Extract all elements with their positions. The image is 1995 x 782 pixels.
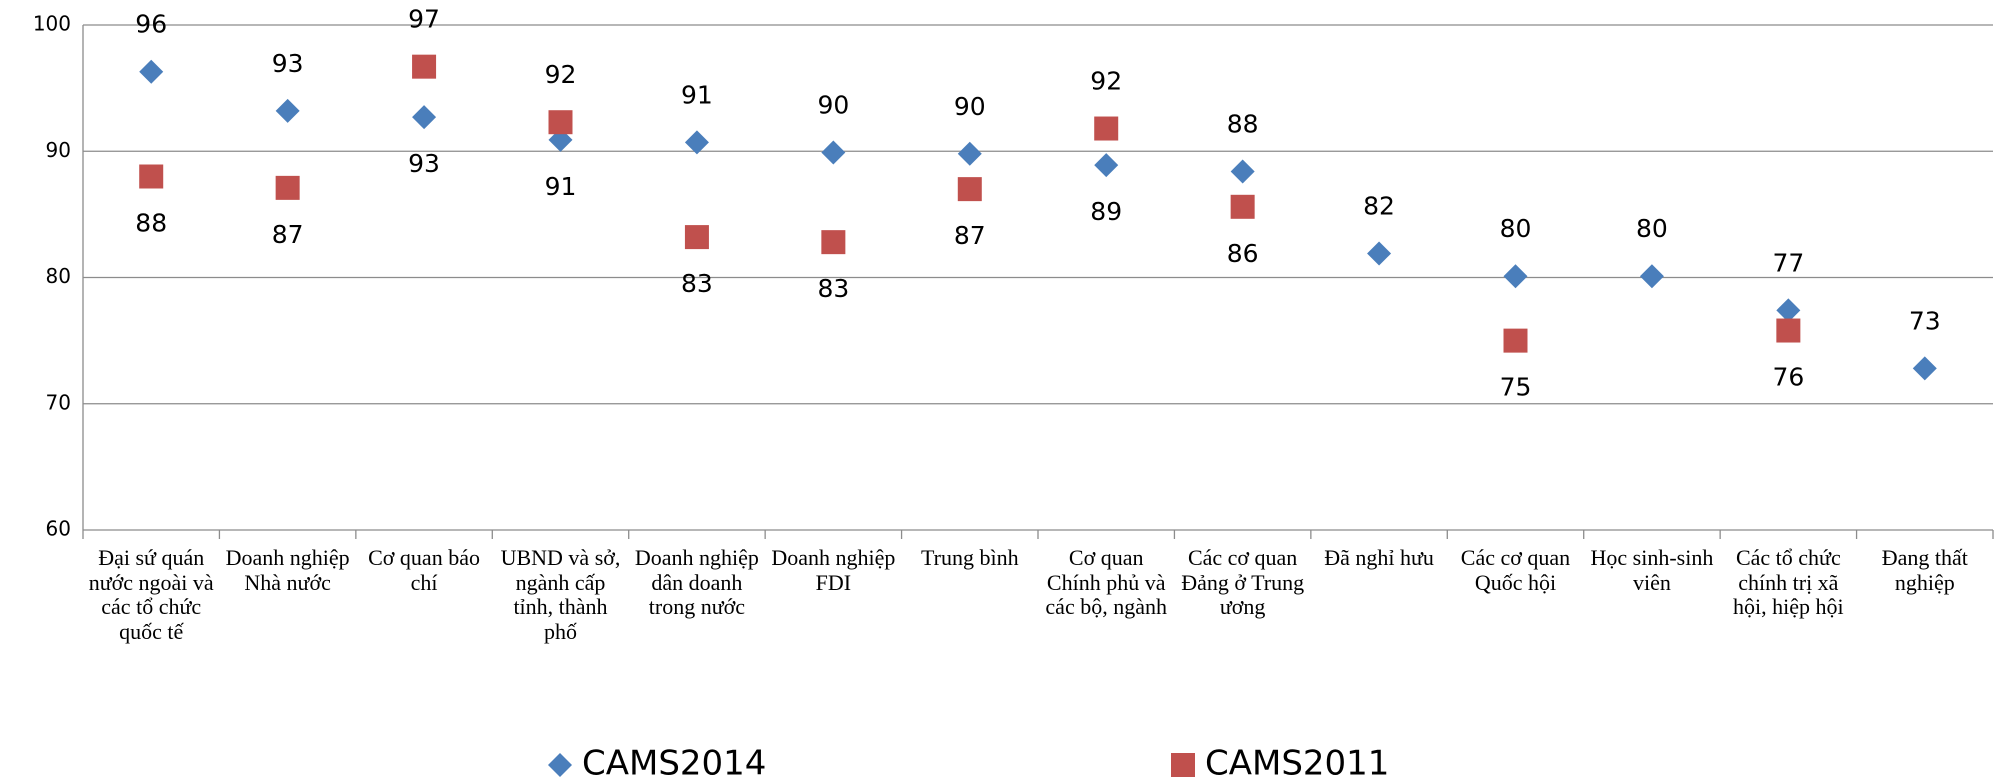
y-tick-label: 100 [33, 12, 71, 36]
data-label: 86 [1227, 239, 1259, 268]
y-tick-label: 80 [46, 264, 71, 288]
data-label: 90 [954, 92, 986, 121]
x-tick-label: Trung bình [920, 545, 1019, 570]
legend-label: CAMS2011 [1205, 744, 1389, 782]
data-point [1776, 318, 1801, 343]
y-tick-label: 60 [46, 517, 71, 541]
data-label: 92 [1090, 67, 1122, 96]
legend-marker [548, 753, 572, 777]
data-label: 89 [1090, 197, 1122, 226]
data-label: 90 [817, 91, 849, 120]
data-label: 91 [681, 80, 713, 109]
x-tick-label: Học sinh-sinh viên [1590, 545, 1714, 595]
data-label: 73 [1909, 306, 1941, 335]
data-point [821, 230, 846, 255]
legend-marker [1171, 753, 1195, 777]
x-tick-label: Cơ quan Chính phủ và các bộ, ngành [1045, 545, 1167, 620]
data-label: 76 [1772, 363, 1804, 392]
data-label: 82 [1363, 192, 1395, 221]
x-tick-label: Đại sứ quán nước ngoài và các tổ chức qu… [88, 545, 214, 644]
legend-label: CAMS2014 [582, 744, 766, 782]
data-point [275, 98, 300, 123]
data-point [1094, 116, 1119, 141]
x-tick-label: Các tổ chức chính trị xã hội, hiệp hội [1733, 545, 1844, 620]
x-tick-label: Doanh nghiệp Nhà nước [225, 545, 350, 595]
data-point [139, 164, 164, 189]
data-point [275, 175, 300, 200]
data-label: 80 [1500, 214, 1532, 243]
data-label: 77 [1772, 248, 1804, 277]
data-point [1094, 153, 1119, 178]
data-point [1230, 194, 1255, 219]
x-tick-label: Doanh nghiệp FDI [771, 545, 896, 595]
data-label: 96 [135, 10, 167, 39]
x-tick-label: Đã nghỉ hưu [1324, 545, 1434, 570]
x-tick-label: UBND và sở, ngành cấp tỉnh, thành phố [500, 545, 621, 644]
data-point [1912, 356, 1937, 381]
data-point [821, 140, 846, 165]
data-label: 88 [1227, 109, 1259, 138]
data-label: 91 [545, 172, 577, 201]
data-point [684, 130, 709, 155]
y-tick-label: 70 [46, 390, 71, 414]
data-point [1776, 298, 1801, 323]
data-label: 88 [135, 209, 167, 238]
data-point [684, 225, 709, 250]
data-point [957, 177, 982, 202]
data-label: 83 [681, 269, 713, 298]
y-tick-label: 90 [46, 138, 71, 162]
data-point [1367, 241, 1392, 266]
data-label: 93 [272, 49, 304, 78]
x-tick-label: Cơ quan báo chí [368, 545, 480, 595]
data-point [1639, 264, 1664, 289]
data-label: 87 [272, 220, 304, 249]
data-label: 92 [545, 60, 577, 89]
data-point [1230, 159, 1255, 184]
data-point [1503, 328, 1528, 353]
data-label: 97 [408, 5, 440, 34]
data-label: 87 [954, 221, 986, 250]
data-point [1503, 264, 1528, 289]
data-point [548, 110, 573, 135]
data-label: 75 [1500, 373, 1532, 402]
x-tick-label: Doanh nghiệp dân doanh trong nước [634, 545, 759, 620]
data-point [957, 141, 982, 166]
data-point [412, 105, 437, 130]
data-point [412, 54, 437, 79]
data-label: 80 [1636, 214, 1668, 243]
x-tick-label: Các cơ quan Quốc hội [1460, 545, 1571, 595]
data-label: 83 [817, 274, 849, 303]
data-point [139, 59, 164, 84]
x-tick-label: Các cơ quan Đảng ở Trung ương [1181, 545, 1305, 620]
data-label: 93 [408, 149, 440, 178]
x-tick-label: Đang thất nghiệp [1881, 545, 1968, 595]
